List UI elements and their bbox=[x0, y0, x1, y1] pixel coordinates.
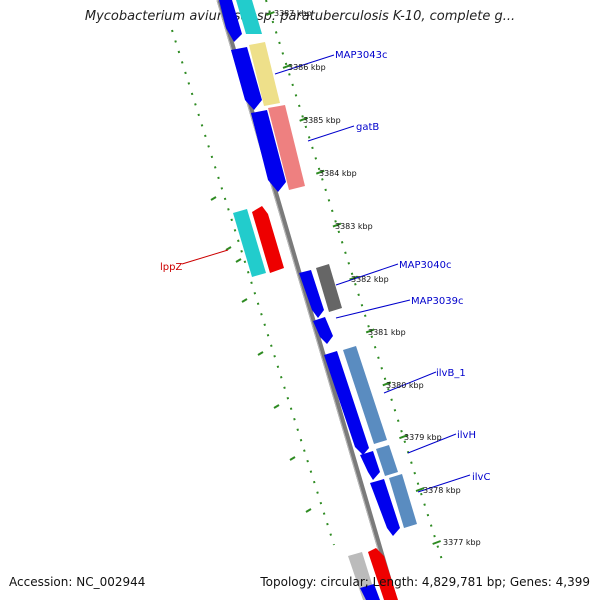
gene-arrow-map3040c bbox=[299, 270, 324, 318]
left-dotted-guide bbox=[171, 29, 335, 546]
tick-labels: 3387 kbp 3386 kbp 3385 kbp 3384 kbp 3383… bbox=[274, 9, 481, 547]
connector-lppz bbox=[181, 249, 229, 265]
gene-label-lppz[interactable]: lppZ bbox=[160, 262, 182, 273]
gene-label-map3039c[interactable]: MAP3039c bbox=[411, 296, 463, 307]
gene-label-gatb[interactable]: gatB bbox=[356, 122, 379, 133]
tick-label: 3384 kbp bbox=[319, 169, 357, 178]
left-dash bbox=[257, 351, 264, 356]
tick-mark bbox=[332, 222, 342, 228]
tick-mark bbox=[282, 63, 292, 69]
gene-arrow-top-blue bbox=[219, 0, 242, 42]
gene-label-ilvb1[interactable]: ilvB_1 bbox=[436, 368, 466, 379]
gene-features bbox=[219, 0, 417, 600]
left-dash bbox=[241, 298, 248, 303]
gene-label-ilvh[interactable]: ilvH bbox=[457, 430, 476, 441]
tick-label: 3377 kbp bbox=[443, 538, 481, 547]
gene-arrow-ilvb1 bbox=[324, 351, 369, 455]
genome-summary-text: Topology: circular; Length: 4,829,781 bp… bbox=[260, 575, 590, 589]
tick-mark bbox=[382, 381, 392, 387]
gene-labels: MAP3043c gatB lppZ MAP3040c MAP3039c ilv… bbox=[160, 50, 490, 483]
connector-map3040c bbox=[335, 263, 399, 286]
left-track-dashes bbox=[210, 196, 312, 513]
gene-block-ilvc-color bbox=[389, 474, 417, 528]
tick-mark bbox=[349, 275, 358, 281]
tick-label: 3385 kbp bbox=[303, 116, 341, 125]
gene-block-lppz-cyan bbox=[233, 209, 266, 277]
connector-map3043c bbox=[274, 54, 335, 75]
connector-ilvh bbox=[407, 433, 457, 454]
gene-block-bottom-blue bbox=[360, 584, 380, 600]
gene-label-ilvc[interactable]: ilvC bbox=[472, 472, 490, 483]
gene-label-map3040c[interactable]: MAP3040c bbox=[399, 260, 451, 271]
tick-label: 3379 kbp bbox=[404, 433, 442, 442]
gene-block-map3043c-color bbox=[249, 42, 280, 106]
gene-arrow-map3039c bbox=[313, 317, 333, 344]
gene-block-map3040c-color bbox=[316, 264, 342, 312]
gene-label-connectors bbox=[181, 54, 471, 493]
left-dash bbox=[289, 456, 296, 461]
left-dash bbox=[273, 404, 280, 409]
tick-label: 3387 kbp bbox=[274, 9, 312, 18]
tick-marks bbox=[266, 11, 442, 545]
tick-label: 3381 kbp bbox=[368, 328, 406, 337]
map-title: Mycobacterium avium subsp. paratuberculo… bbox=[84, 9, 516, 24]
gene-block-top-cyan bbox=[236, 0, 262, 34]
gene-arrow-ilvh bbox=[360, 451, 380, 480]
tick-mark bbox=[266, 11, 275, 16]
connector-gatb bbox=[307, 125, 355, 142]
left-dash bbox=[235, 258, 242, 263]
tick-label: 3383 kbp bbox=[335, 222, 373, 231]
tick-mark bbox=[299, 116, 309, 122]
accession-text: Accession: NC_002944 bbox=[9, 575, 146, 589]
tick-label: 3378 kbp bbox=[423, 486, 461, 495]
connector-ilvb1 bbox=[383, 371, 437, 394]
gene-arrow-map3043c bbox=[231, 47, 262, 110]
gene-arrow-ilvc bbox=[370, 479, 400, 536]
tick-mark bbox=[415, 487, 425, 493]
tick-mark bbox=[365, 328, 375, 334]
tick-label: 3380 kbp bbox=[386, 381, 424, 390]
track-guides bbox=[171, 0, 443, 561]
left-dash bbox=[305, 508, 312, 513]
left-dash bbox=[225, 246, 232, 251]
gene-arrow-bottom-red bbox=[368, 548, 398, 600]
connector-map3039c bbox=[335, 299, 411, 319]
gene-label-map3043c[interactable]: MAP3043c bbox=[335, 50, 387, 61]
gene-block-ilvb1-color bbox=[343, 346, 387, 444]
tick-mark bbox=[432, 540, 442, 545]
connector-ilvc bbox=[417, 474, 471, 493]
tick-label: 3382 kbp bbox=[351, 275, 389, 284]
tick-mark bbox=[399, 434, 408, 440]
tick-mark bbox=[315, 169, 325, 175]
gene-block-ilvh-color bbox=[376, 445, 398, 476]
left-dash bbox=[210, 196, 217, 201]
gene-arrow-gatb bbox=[251, 110, 286, 192]
gene-block-gatb-color bbox=[268, 105, 305, 190]
tick-label: 3386 kbp bbox=[288, 63, 326, 72]
gene-arrow-lppz bbox=[252, 206, 284, 273]
